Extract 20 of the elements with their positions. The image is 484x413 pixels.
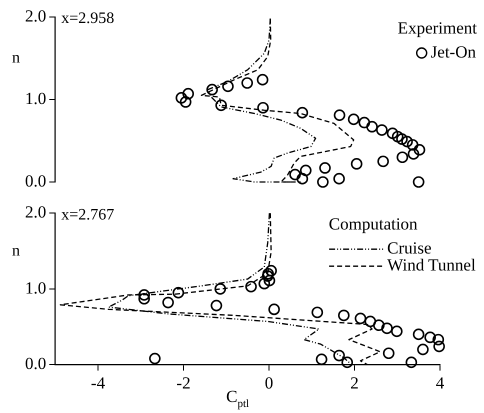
chart-title: x=2.767	[61, 206, 114, 224]
y-tick-label: 1.0	[25, 278, 46, 298]
x-tick-label: 0	[264, 373, 274, 392]
legend-title: Computation	[328, 214, 418, 234]
y-axis-title: n	[12, 49, 20, 66]
legend-label: Cruise	[387, 238, 432, 258]
x-tick-label: -2	[176, 373, 191, 392]
x-tick-label: -4	[90, 373, 106, 392]
y-tick-label: 2.0	[25, 6, 46, 26]
legend-label: Wind Tunnel	[387, 256, 476, 275]
legend-title: Experiment	[398, 18, 478, 38]
chart-title: x=2.958	[61, 10, 114, 28]
y-tick-label: 0.0	[25, 354, 46, 374]
legend-label: Jet-On	[430, 42, 476, 62]
x-tick-label: 2	[350, 373, 359, 392]
y-tick-label: 1.0	[25, 88, 46, 108]
y-tick-label: 0.0	[25, 171, 46, 190]
x-tick-label: 4	[436, 373, 445, 392]
y-axis-title: n	[12, 242, 20, 260]
y-tick-label: 2.0	[25, 202, 46, 222]
